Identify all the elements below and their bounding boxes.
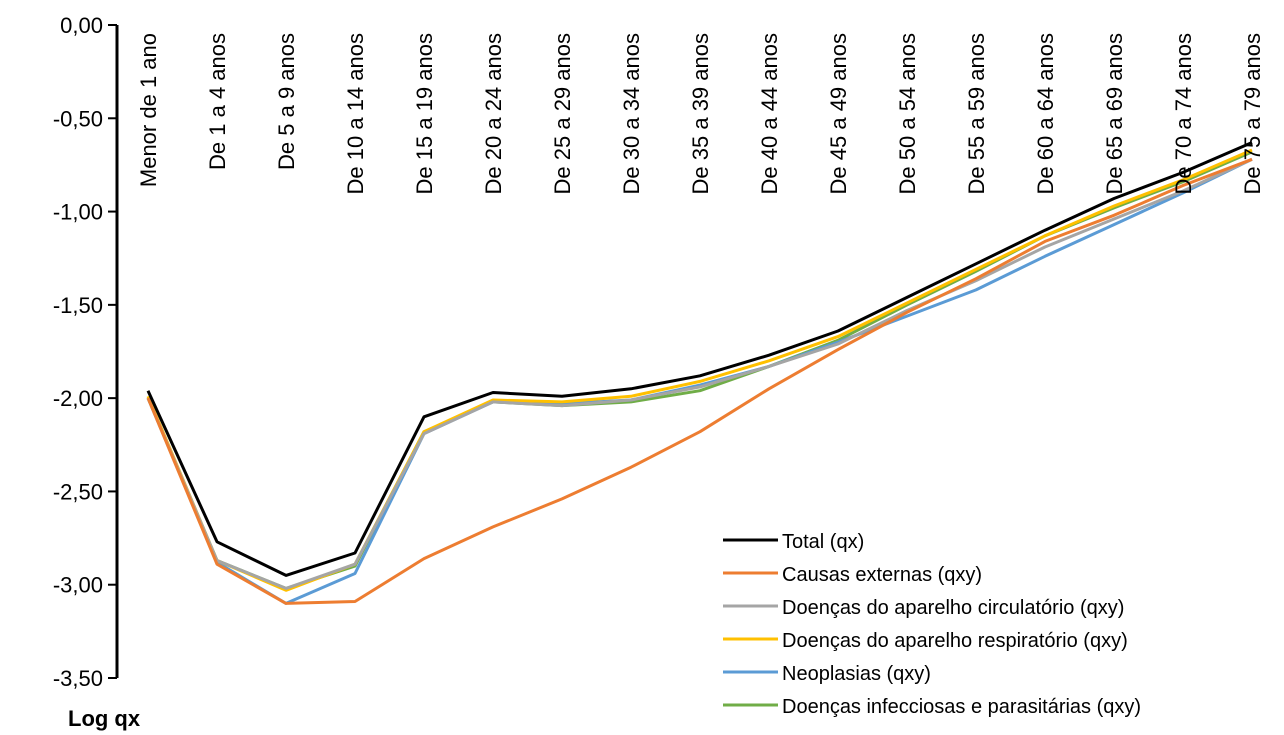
- legend: Total (qx) Causas externas (qxy) Doenças d…: [723, 531, 1141, 718]
- legend-label-neoplasias-qxy: Neoplasias (qxy): [782, 663, 931, 685]
- y-tick-label: 0,00: [60, 13, 103, 38]
- x-category-label: Menor de 1 ano: [136, 33, 161, 187]
- y-tick-label: -2,00: [53, 386, 103, 411]
- y-tick-label: -3,00: [53, 573, 103, 598]
- y-axis-label: Log qx: [68, 706, 141, 731]
- x-category-label: De 1 a 4 anos: [205, 33, 230, 170]
- y-tick-label: -1,00: [53, 200, 103, 225]
- series-line-causas-externas-qxy: [146, 157, 1253, 605]
- x-category-label: De 35 a 39 anos: [688, 33, 713, 194]
- x-category-label: De 20 a 24 anos: [481, 33, 506, 194]
- axis-layer: 0,00 -0,50 -1,00 -1,50 -2,00 -2,50 -3,00 -3,50: [53, 13, 119, 691]
- y-tick-label: -2,50: [53, 479, 103, 504]
- legend-label-causas-externas-qxy: Causas externas (qxy): [782, 564, 982, 586]
- x-category-label: De 30 a 34 anos: [619, 33, 644, 194]
- x-category-label: De 45 a 49 anos: [826, 33, 851, 194]
- legend-label-total-qx: Total (qx): [782, 531, 864, 553]
- series-line-doencas-do-aparelho-respiratorio-qxy: [146, 148, 1253, 592]
- y-tick-label: -1,50: [53, 293, 103, 318]
- x-category-label: De 60 a 64 anos: [1033, 33, 1058, 194]
- series-line-neoplasias-qxy: [146, 157, 1253, 605]
- y-tick-label: -3,50: [53, 666, 103, 691]
- x-category-label: De 25 a 29 anos: [550, 33, 575, 194]
- x-category-label: De 15 a 19 anos: [412, 33, 437, 194]
- x-category-label: De 55 a 59 anos: [964, 33, 989, 194]
- x-category-label: De 5 a 9 anos: [274, 33, 299, 170]
- x-category-label: De 50 a 54 anos: [895, 33, 920, 194]
- category-labels: Menor de 1 ano De 1 a 4 anos De 5 a 9 anos…: [136, 33, 1265, 194]
- x-category-label: De 70 a 74 anos: [1171, 33, 1196, 194]
- legend-label-doencas-do-aparelho-circulatorio-qxy: Doenças do aparelho circulatório (qxy): [782, 597, 1124, 619]
- series-line-doencas-do-aparelho-circulatorio-qxy: [146, 157, 1253, 590]
- series-line-total-qx: [146, 141, 1253, 577]
- y-tick-label: -0,50: [53, 106, 103, 131]
- x-category-label: De 10 a 14 anos: [343, 33, 368, 194]
- x-category-label: De 40 a 44 anos: [757, 33, 782, 194]
- legend-label-doencas-do-aparelho-respiratorio-qxy: Doenças do aparelho respiratório (qxy): [782, 630, 1128, 652]
- legend-label-doencas-infecciosas-e-parasitarias-qxy: Doenças infecciosas e parasitárias (qxy): [782, 696, 1141, 718]
- x-category-label: De 65 a 69 anos: [1102, 33, 1127, 194]
- series-layer: [146, 141, 1253, 605]
- x-category-label: De 75 a 79 anos: [1240, 33, 1265, 194]
